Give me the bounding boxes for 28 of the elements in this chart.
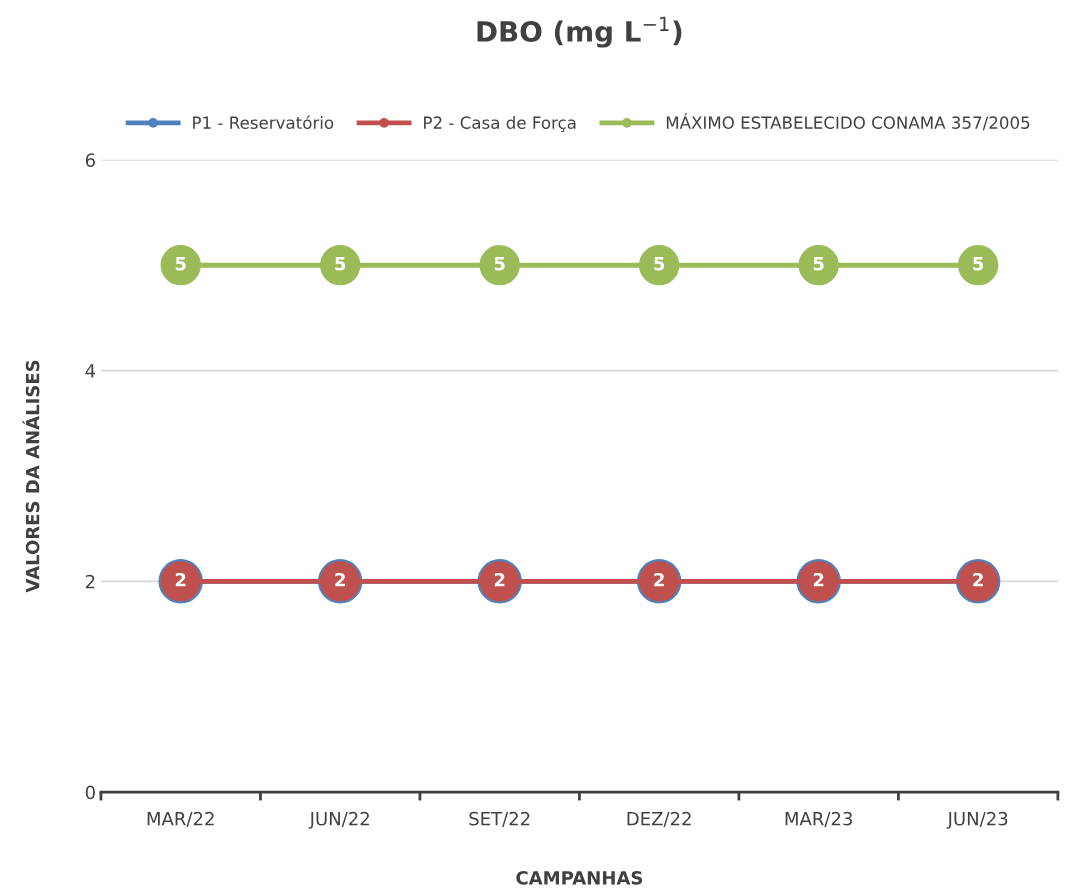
data-label: 2	[654, 572, 664, 587]
x-tick-label: MAR/23	[785, 811, 852, 827]
x-tick-label: JUN/23	[946, 811, 1008, 829]
legend-label: MÁXIMO ESTABELECIDO CONAMA 357/2005	[666, 113, 1030, 131]
chart-title: DBO (mg L$^{−1}$)	[477, 16, 682, 48]
x-tick-label: DEZ/22	[627, 811, 691, 827]
data-label: 5	[654, 257, 665, 271]
data-label: 5	[175, 257, 186, 271]
x-axis-title: CAMPANHAS	[516, 871, 643, 885]
data-label: 5	[494, 257, 505, 271]
data-label: 2	[335, 572, 345, 587]
data-label: 5	[335, 257, 346, 271]
data-label: 2	[494, 572, 505, 587]
y-tick-label: 4	[85, 364, 96, 378]
data-label: 5	[973, 257, 984, 271]
y-axis-title: VALORES DA ANÁLISES	[22, 360, 40, 593]
data-label: 5	[813, 257, 824, 271]
y-tick-label: 2	[85, 574, 95, 589]
x-tick-label: SET/22	[469, 811, 530, 827]
data-label: 2	[175, 572, 186, 587]
legend-label: P2 - Casa de Força	[424, 116, 576, 132]
x-tick-label: MAR/22	[147, 811, 214, 827]
y-tick-label: 0	[85, 785, 95, 800]
legend-label: P1 - Reservatório	[193, 115, 334, 129]
y-tick-label: 6	[85, 153, 95, 167]
data-label: 2	[813, 572, 824, 587]
x-tick-label: JUN/22	[308, 811, 369, 829]
data-label: 2	[973, 572, 983, 587]
